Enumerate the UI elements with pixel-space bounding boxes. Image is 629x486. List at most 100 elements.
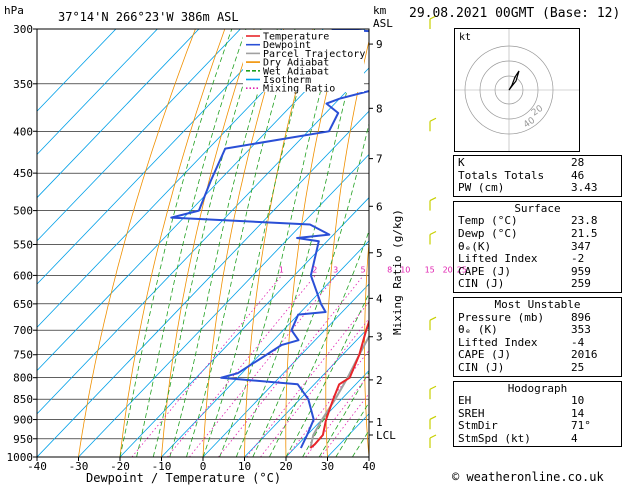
parcel-trajectory-line (309, 334, 369, 449)
pressure-tick-label: 700 (13, 324, 33, 337)
dry-adiabat-line (364, 236, 369, 457)
isotherm-line (37, 29, 158, 155)
mu-label: θₑ (K) (458, 323, 498, 337)
index-value: 28 (571, 156, 585, 169)
legend-entry: Dewpoint (263, 40, 311, 51)
x-axis-label: Dewpoint / Temperature (°C) (86, 471, 281, 485)
mixing-ratio-line (218, 275, 364, 457)
most-unstable-box: Most Unstable Pressure (mb) 896 θₑ (K) 353… (453, 296, 622, 377)
hodo-row: EH 10 (458, 394, 617, 408)
height-tick-label: 1 (376, 416, 383, 429)
wet-adiabat-line (169, 29, 278, 457)
pressure-tick-label: 950 (13, 433, 33, 446)
hodo-row: StmSpd (kt) 4 (458, 431, 617, 446)
mu-row: CIN (J) 25 (458, 360, 617, 375)
surface-label: Lifted Index (458, 252, 538, 266)
mu-row: CAPE (J) 2016 (458, 349, 617, 362)
index-row: Totals Totals 46 (458, 168, 617, 183)
pressure-tick-label: 600 (13, 269, 33, 282)
wind-barb-flag (429, 197, 437, 202)
pressure-tick-label: 450 (13, 167, 33, 180)
wet-adiabat-line (318, 371, 369, 457)
mu-label: CIN (J) (458, 360, 505, 374)
wet-adiabat-line (219, 29, 338, 457)
mixing-ratio-label: 3 (333, 265, 338, 274)
height-tick-label: LCL (376, 429, 396, 442)
hodo-label: SREH (458, 406, 485, 420)
temperature-tick-label: -10 (152, 460, 172, 473)
most-unstable-title: Most Unstable (494, 297, 581, 311)
dry-adiabat-line (244, 29, 314, 457)
temperature-tick-label: 10 (238, 460, 251, 473)
profile-series (170, 29, 369, 449)
pressure-tick-label: 850 (13, 393, 33, 406)
stability-indices-box: K 28 Totals Totals 46 PW (cm) 3.43 (453, 155, 622, 197)
wind-barb-flag (429, 385, 437, 390)
wind-barb-flag (429, 117, 437, 122)
pressure-tick-label: 900 (13, 414, 33, 427)
wet-adiabat-line (186, 29, 296, 457)
isotherm-line (37, 29, 241, 242)
surface-label: Dewp (°C) (458, 226, 518, 240)
wind-barb-flag (429, 316, 437, 321)
mu-label: Lifted Index (458, 335, 538, 349)
isotherm-line (119, 197, 369, 457)
hodo-label: StmDir (458, 419, 498, 433)
dewpoint-line (170, 29, 369, 449)
pressure-tick-label: 350 (13, 78, 33, 91)
pressure-tick-label: 300 (13, 23, 33, 36)
background-grid (37, 29, 369, 457)
dry-adiabat-line (78, 29, 196, 457)
wet-adiabat-line (285, 292, 369, 457)
hodo-label: StmSpd (kt) (458, 431, 531, 445)
isotherm-line (37, 110, 369, 457)
pressure-tick-label: 650 (13, 298, 33, 311)
legend-entry: Parcel Trajectory (263, 49, 365, 60)
height-tick-label: 7 (376, 153, 383, 166)
hodo-value: 10 (571, 394, 585, 408)
wind-barb-flag (429, 434, 437, 439)
mixing-ratio-line (286, 349, 369, 457)
mixing-ratio-label: 1 (279, 265, 284, 274)
mu-row: Pressure (mb) 896 (458, 311, 617, 325)
index-value: 3.43 (571, 181, 598, 195)
index-label: K (458, 156, 465, 169)
surface-value: 23.8 (571, 214, 598, 228)
credit-label: © weatheronline.co.uk (452, 470, 604, 484)
temperature-tick-label: 0 (200, 460, 207, 473)
isotherm-line (37, 29, 200, 199)
temperature-line (309, 318, 369, 449)
surface-label: CAPE (J) (458, 264, 511, 278)
mu-row: Lifted Index -4 (458, 335, 617, 350)
location-title: 37°14'N 266°23'W 386m ASL (58, 10, 239, 24)
mu-row: θₑ (K) 353 (458, 324, 617, 337)
surface-title: Surface (514, 201, 561, 215)
surface-row: Dewp (°C) 21.5 (458, 226, 617, 241)
isotherm-line (78, 153, 369, 457)
mixing-ratio-line (246, 301, 369, 457)
mixing-ratio-label: 8 (387, 265, 392, 274)
pressure-tick-label: 500 (13, 205, 33, 218)
index-value: 46 (571, 168, 585, 182)
hodo-value: 14 (571, 406, 585, 420)
dry-adiabat-line (161, 29, 255, 457)
legend-background (243, 30, 364, 92)
surface-row: Lifted Index -2 (458, 253, 617, 266)
surface-row: CIN (J) 259 (458, 278, 617, 291)
dry-adiabat-line (119, 29, 226, 457)
surface-value: -2 (571, 252, 585, 266)
datetime-label: 29.08.2021 00GMT (Base: 12) (409, 6, 621, 21)
mu-value: 25 (571, 360, 585, 374)
height-tick-label: 5 (376, 247, 383, 260)
pressure-tick-label: 800 (13, 372, 33, 385)
mu-value: 2016 (571, 348, 598, 362)
surface-box: Surface Temp (°C) 23.8 Dewp (°C) 21.5 θₑ(K… (453, 200, 622, 293)
asl-unit-label: ASL (373, 17, 393, 30)
wind-barb-flag (429, 415, 437, 420)
mixing-ratio-label: 10 (400, 265, 410, 274)
wet-adiabat-line (152, 29, 262, 457)
hodograph-ring-label-20: 20 (530, 104, 545, 119)
hodo-row: StmDir 71° (458, 420, 617, 433)
index-row: PW (cm) 3.43 (458, 182, 617, 195)
